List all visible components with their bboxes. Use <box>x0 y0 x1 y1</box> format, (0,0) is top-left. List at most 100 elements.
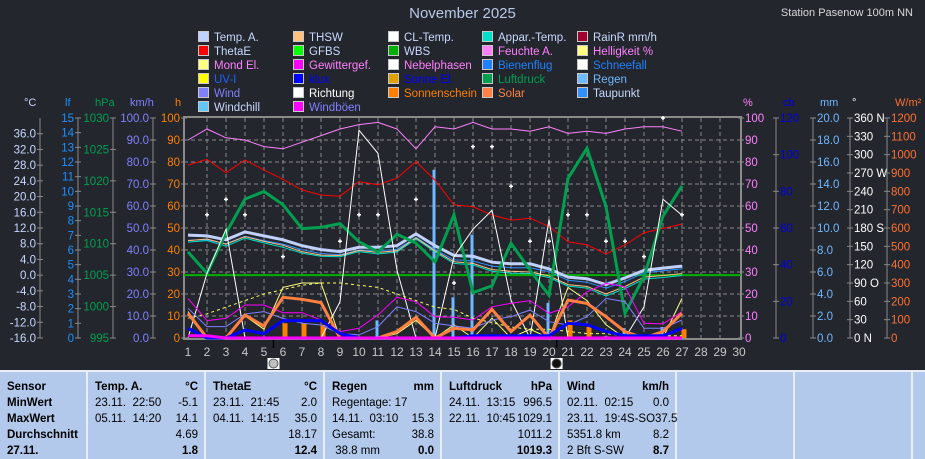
series-line-thetae <box>187 158 683 255</box>
legend-label: Solar <box>498 88 525 100</box>
cell-value: 4.69 <box>175 429 198 441</box>
row-label: MinWert <box>7 395 80 411</box>
legend-item[interactable]: UV-I <box>198 73 236 87</box>
legend-item[interactable]: Solar <box>482 87 525 101</box>
chart-title: November 2025 <box>409 5 516 22</box>
axis-tick-label: 1100 <box>891 131 916 143</box>
axis-unit-label: W/m² <box>895 97 922 109</box>
axis-tick-label: 800 <box>891 186 910 198</box>
axis-tick-label: 30 <box>745 267 758 279</box>
legend-item[interactable]: CL-Temp. <box>388 31 454 45</box>
cell-label: 27.11. <box>7 445 39 457</box>
snow-marker <box>471 144 475 149</box>
table-row: 1019.3 <box>449 443 552 459</box>
x-tick-label: 14 <box>428 345 442 359</box>
legend-swatch <box>388 59 399 70</box>
axis-tick-label: 20.0 <box>127 289 149 301</box>
snow-marker <box>414 197 418 202</box>
axis-tick-label: 1010 <box>83 239 109 251</box>
axis-tick-label: -4.0 <box>16 286 36 298</box>
snow-marker <box>509 184 513 189</box>
legend-item[interactable]: Schneefall <box>577 59 647 73</box>
axis-tick-label: 5 <box>68 260 74 272</box>
table-row: 12.4 <box>213 443 317 459</box>
legend-label: Windböen <box>309 102 361 114</box>
legend-item[interactable]: WBS <box>388 45 430 59</box>
axis-tick-label: 0.0 <box>817 333 833 345</box>
x-tick-label: 2 <box>204 345 211 359</box>
legend-item[interactable]: GFBS <box>293 45 340 59</box>
legend-swatch <box>293 31 304 42</box>
axis-tick-label: 2 <box>68 304 74 316</box>
table-row: Regentage: 17 <box>332 395 434 411</box>
legend-item[interactable]: Sonnenschein <box>388 87 477 101</box>
legend-item[interactable]: Richtung <box>293 87 354 101</box>
legend-label: RainR mm/h <box>593 32 657 44</box>
legend-item[interactable]: Feuchte A. <box>482 45 553 59</box>
x-tick-label: 10 <box>352 345 366 359</box>
legend-swatch <box>293 45 304 56</box>
cell-label: 23.11. 19:4S-SO <box>567 413 656 425</box>
legend-item[interactable]: Mond El. <box>198 59 259 73</box>
legend-label: Feuchte A. <box>498 46 553 58</box>
legend: Temp. A. ThetaE Mond El. UV-I Wind Windchill T… <box>198 31 678 115</box>
legend-item[interactable]: THSW <box>293 31 343 45</box>
column-header: Temp. A. °C <box>95 379 198 395</box>
legend-item[interactable]: Nebelphasen <box>388 59 472 73</box>
axis-tick-label: 20 <box>167 289 180 301</box>
legend-item[interactable]: Windchill <box>198 101 260 115</box>
row-label: 27.11. <box>7 443 80 459</box>
series-line-feuchte-a- <box>187 121 683 150</box>
legend-item[interactable]: Sonne El. <box>388 73 454 87</box>
snow-marker <box>642 254 646 259</box>
x-tick-label: 3 <box>223 345 230 359</box>
table-row: 24.11. 13:15 996.5 <box>449 395 552 411</box>
axis-tick-label: 90.0 <box>127 135 149 147</box>
legend-item[interactable]: Bienenflug <box>482 59 552 73</box>
axis-tick-label: 180 S <box>854 223 884 235</box>
table-column <box>795 372 913 459</box>
axis-tick-label: 60.0 <box>127 201 149 213</box>
table-column: Regen mm Regentage: 17 14.11. 03:10 15.3 Gesa… <box>325 372 442 459</box>
table-row: 04.11. 14:15 35.0 <box>213 411 317 427</box>
legend-item[interactable]: Wind <box>198 87 240 101</box>
table-row: 1011.2 <box>449 427 552 443</box>
snow-marker <box>281 254 285 259</box>
snow-marker <box>357 212 361 217</box>
legend-item[interactable]: Gewittergef. <box>293 59 371 73</box>
legend-item[interactable]: Taupunkt <box>577 87 640 101</box>
cell-value: 1019.3 <box>516 445 552 457</box>
cell-value: 2.0 <box>301 397 317 409</box>
x-tick-label: 19 <box>523 345 537 359</box>
axis-tick-label: 90 <box>167 135 180 147</box>
axis-tick-label: 700 <box>891 205 910 217</box>
cell-label: 2 Bft S-SW <box>567 445 624 457</box>
axis-tick-label: 1020 <box>83 176 109 188</box>
cell-value: 1011.2 <box>517 429 552 441</box>
legend-item[interactable]: ThetaE <box>198 45 251 59</box>
cell-value: °C <box>185 381 198 393</box>
legend-item[interactable]: Temp. A. <box>198 31 259 45</box>
bar-sonnenschein <box>320 324 326 338</box>
legend-item[interactable]: RainR mm/h <box>577 31 657 45</box>
axis-tick-label: 240 <box>854 186 873 198</box>
legend-item[interactable]: Luftdruck <box>482 73 545 87</box>
legend-item[interactable]: Helligkeit % <box>577 45 653 59</box>
table-column: Wind km/h 02.11. 02:15 0.0 23.11. 19:4S-SO 37… <box>560 372 677 459</box>
axis-tick-label: 40 <box>745 245 758 257</box>
bar-sonnenschein <box>282 323 288 338</box>
legend-item[interactable]: Appar.-Temp. <box>482 31 566 45</box>
snow-marker <box>547 239 551 244</box>
legend-item[interactable]: klux <box>293 73 329 87</box>
row-label: Durchschnitt <box>7 427 80 443</box>
x-tick-label: 11 <box>372 345 385 359</box>
axis-tick-label: 0 <box>745 333 751 345</box>
axis-tick-label: 0 <box>174 333 180 345</box>
axis-tick-label: 32.0 <box>14 144 36 156</box>
legend-item[interactable]: Regen <box>577 73 627 87</box>
bar-regen <box>622 328 626 338</box>
legend-item[interactable]: Windböen <box>293 101 361 115</box>
legend-swatch <box>577 45 588 56</box>
x-tick-label: 5 <box>261 345 268 359</box>
series-line-windb-en-basis <box>188 334 682 340</box>
